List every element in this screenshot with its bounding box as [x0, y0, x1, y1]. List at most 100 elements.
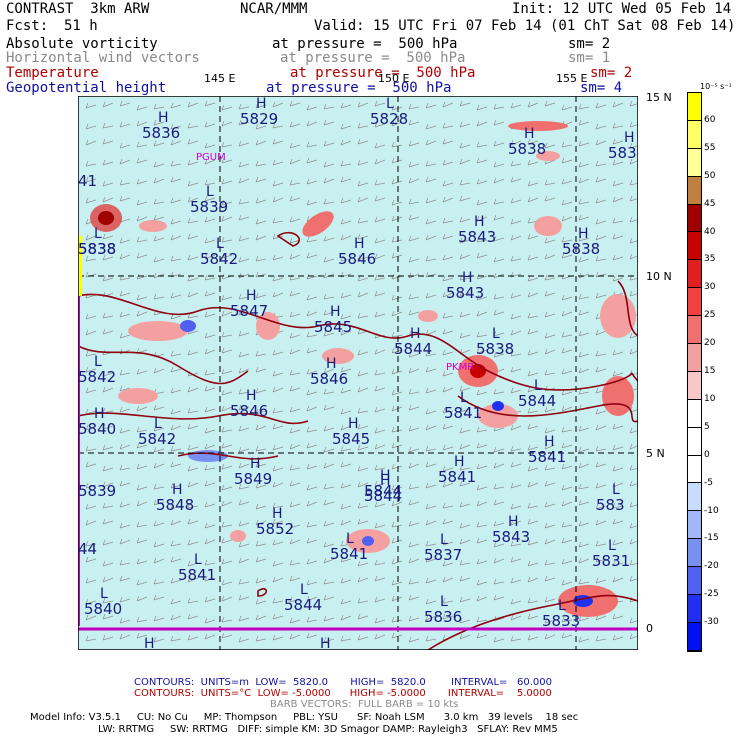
colorbar-tick-label: 50 [704, 170, 716, 181]
high-marker: H [246, 288, 257, 304]
height-value-label: 5846 [338, 250, 376, 268]
valid-time: Valid: 15 UTC Fri 07 Feb 14 (01 ChT Sat … [314, 18, 736, 34]
lon-label-155: 155 E [556, 72, 588, 85]
colorbar-unit: 10⁻⁵ s⁻¹ [700, 82, 732, 91]
height-value-label: 5844 [284, 596, 322, 614]
height-value-label: 5841 [178, 566, 216, 584]
init-time: Init: 12 UTC Wed 05 Feb 14 [512, 1, 732, 17]
height-value-label: 5838 [78, 240, 116, 258]
high-marker: H [250, 456, 261, 472]
low-marker: L [460, 390, 468, 406]
colorbar-tick-label: 45 [704, 198, 716, 209]
high-marker: H [544, 434, 555, 450]
field-temperature-name: Temperature [6, 65, 99, 81]
height-value-label: 5836 [424, 608, 462, 626]
colorbar-tick-label: 55 [704, 142, 716, 153]
low-marker: L [216, 236, 224, 252]
colorbar [687, 92, 702, 652]
colorbar-segment [688, 93, 701, 121]
colorbar-tick-label: -15 [704, 533, 719, 544]
footer-physics-info: LW: RRTMG SW: RRTMG DIFF: simple KM: 3D … [98, 724, 558, 735]
height-value-label: 5836 [142, 124, 180, 142]
map-background [78, 96, 638, 650]
height-value-label: 5840 [84, 600, 122, 618]
low-marker: L [346, 531, 354, 547]
high-marker: H [474, 214, 485, 230]
colorbar-tick-label: 35 [704, 254, 716, 265]
low-marker: L [440, 532, 448, 548]
high-marker: H [524, 126, 535, 142]
low-marker: L [492, 326, 500, 342]
height-value-label: 5843 [446, 284, 484, 302]
footer-barb-info: BARB VECTORS: FULL BARB = 10 kts [270, 699, 459, 710]
lat-label-15n: 15 N [646, 91, 672, 104]
colorbar-tick-label: 60 [704, 114, 716, 125]
low-marker: L [94, 354, 102, 370]
colorbar-segment [688, 232, 701, 261]
lat-lon-grid [78, 96, 638, 650]
height-value-label: 41 [78, 172, 97, 190]
field-temperature-smooth: sm= 2 [590, 65, 633, 81]
high-marker: H [410, 326, 421, 342]
low-marker: L [100, 586, 108, 602]
station-pkmr: PKMR [446, 362, 474, 373]
forecast-hour: 51 h [64, 18, 98, 34]
low-marker: L [558, 598, 566, 614]
colorbar-segment [688, 120, 701, 149]
height-value-label: 5843 [458, 228, 496, 246]
high-marker: H [246, 388, 257, 404]
height-value-label: 5844 [394, 340, 432, 358]
height-value-label: 5844 [364, 487, 402, 505]
colorbar-tick-label: 10 [704, 393, 716, 404]
height-value-label: 5841 [330, 545, 368, 563]
colorbar-segment [688, 260, 701, 289]
colorbar-tick-label: 5 [704, 421, 710, 432]
lat-label-10n: 10 N [646, 270, 672, 283]
domain-edge-highlight [78, 236, 82, 296]
height-value-label: 5852 [256, 520, 294, 538]
high-marker: H [348, 416, 359, 432]
height-value-label: 5842 [78, 368, 116, 386]
height-value-label: 5846 [310, 370, 348, 388]
height-value-label: 5846 [230, 402, 268, 420]
height-value-label: 583 [608, 144, 637, 162]
height-value-label: 5841 [444, 404, 482, 422]
colorbar-segment [688, 344, 701, 372]
colorbar-tick-label: 0 [704, 449, 710, 460]
field-temperature-pressure: at pressure = 500 hPa [290, 65, 476, 81]
high-marker: H [454, 454, 465, 470]
high-marker: H [94, 406, 105, 422]
low-marker: L [386, 96, 394, 112]
colorbar-segment [688, 204, 701, 233]
height-value-label: 5841 [528, 448, 566, 466]
field-wind-pressure: at pressure = 500 hPa [280, 50, 466, 66]
colorbar-segment [688, 567, 701, 596]
height-value-label: 5844 [364, 482, 402, 500]
height-value-label: 5838 [508, 140, 546, 158]
field-wind-name: Horizontal wind vectors [6, 50, 200, 66]
colorbar-tick-label: -20 [704, 561, 719, 572]
colorbar-tick-label: 25 [704, 310, 716, 321]
lon-label-150: 150 E [378, 72, 410, 85]
forecast-label: Fcst: [6, 18, 49, 34]
height-value-label: 5845 [314, 318, 352, 336]
colorbar-tick-label: -10 [704, 505, 719, 516]
high-marker: H [158, 110, 169, 126]
high-marker: H [380, 473, 391, 489]
high-marker: H [144, 636, 155, 650]
colorbar-segment [688, 427, 701, 456]
high-marker: H [508, 514, 519, 530]
colorbar-segment [688, 622, 701, 651]
colorbar-tick-label: -30 [704, 617, 719, 628]
height-value-label: 5847 [230, 302, 268, 320]
high-marker: H [624, 130, 635, 146]
colorbar-tick-label: -25 [704, 589, 719, 600]
colorbar-segment [688, 288, 701, 317]
high-marker: H [320, 636, 331, 650]
lon-label-145: 145 E [204, 72, 236, 85]
low-marker: L [612, 482, 620, 498]
station-pgum: PGUM [196, 152, 226, 163]
organization: NCAR/MMM [240, 1, 308, 17]
high-marker: H [380, 468, 391, 484]
